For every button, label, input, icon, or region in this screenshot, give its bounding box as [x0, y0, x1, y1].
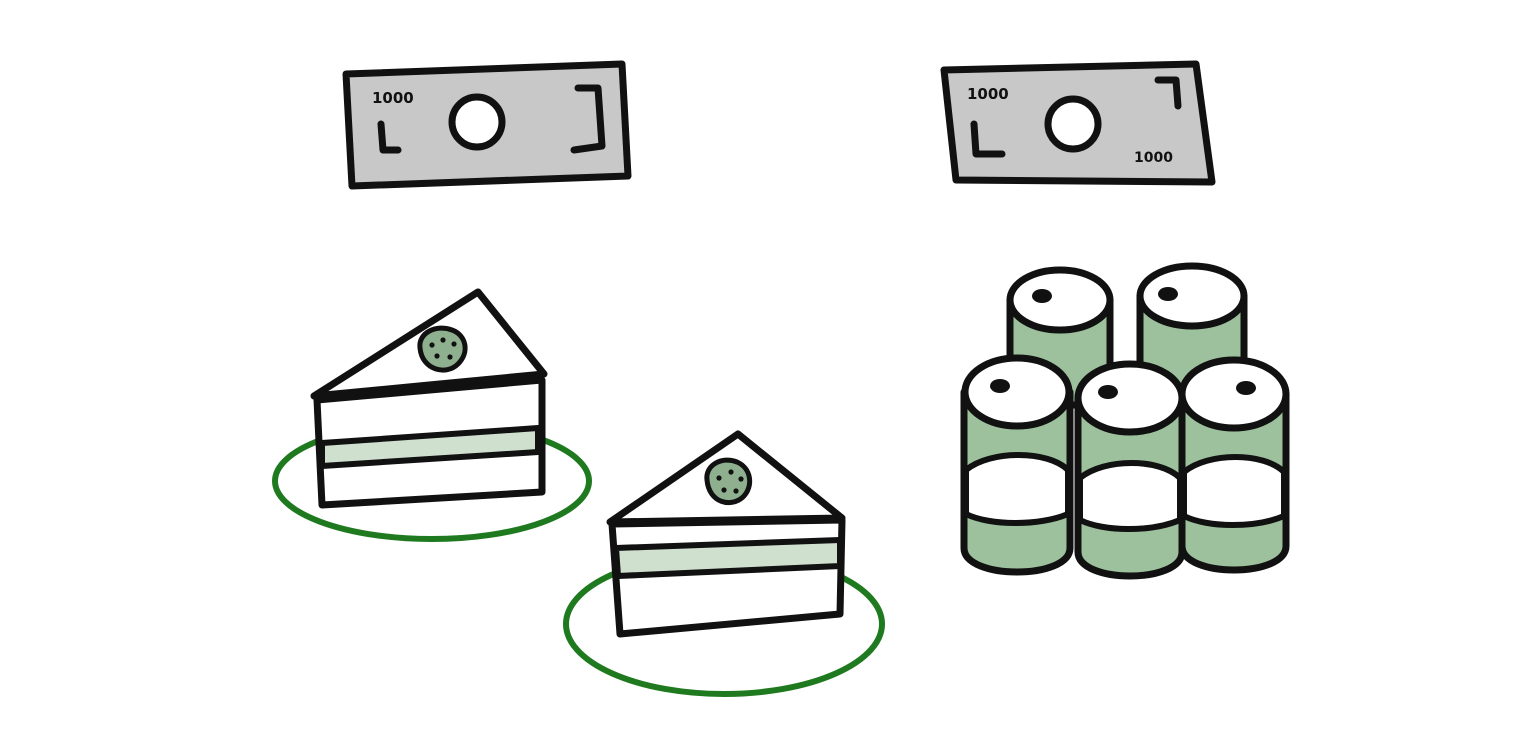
can-front-middle	[1074, 360, 1186, 580]
banknote-left-watermark-circle	[448, 93, 506, 151]
strawberry-seed	[733, 488, 739, 494]
can-front-right	[1178, 356, 1290, 574]
banknote-right-denomination-small: 1000	[1134, 150, 1173, 166]
banknote-right-denomination: 1000	[967, 85, 1009, 103]
can-tab	[990, 379, 1010, 393]
strawberry-seed	[440, 337, 446, 343]
cake-cream-layer	[613, 537, 843, 579]
can-front-left	[960, 354, 1074, 576]
can-lid	[1136, 262, 1248, 330]
cake-slice-1	[272, 288, 592, 542]
strawberry-seed	[429, 342, 435, 348]
banknote-right-corner-bracket	[970, 120, 1006, 158]
can-label	[1077, 460, 1183, 532]
strawberry-seed	[721, 487, 727, 493]
can-lid	[961, 354, 1073, 430]
banknote-right-corner-bracket	[1154, 76, 1182, 110]
can-tab	[1098, 385, 1118, 399]
can-tab	[1236, 381, 1256, 395]
strawberry-seed	[728, 469, 734, 475]
banknote-left: 1000	[342, 60, 632, 190]
banknote-right-watermark-circle	[1044, 95, 1102, 153]
strawberry-seed	[451, 341, 457, 347]
strawberry-seed	[447, 354, 453, 360]
banknote-left-denomination: 1000	[372, 89, 414, 107]
cake-slice-2	[563, 430, 885, 697]
can-tab	[1032, 289, 1052, 303]
banknote-right: 1000 1000	[940, 60, 1216, 186]
strawberry-seed	[738, 476, 744, 482]
strawberry	[417, 325, 468, 373]
cake-cream-layer	[319, 425, 541, 469]
can-tab	[1158, 287, 1178, 301]
can-lid	[1006, 266, 1114, 334]
can-label	[963, 452, 1071, 526]
can-lid	[1074, 360, 1186, 436]
banknote-left-corner-bracket	[377, 120, 402, 154]
banknote-left-corner-bracket	[570, 84, 606, 154]
can-lid	[1178, 356, 1290, 432]
strawberry-seed	[716, 475, 722, 481]
strawberry-seed	[434, 353, 440, 359]
strawberry	[704, 457, 753, 506]
can-label	[1181, 454, 1287, 528]
